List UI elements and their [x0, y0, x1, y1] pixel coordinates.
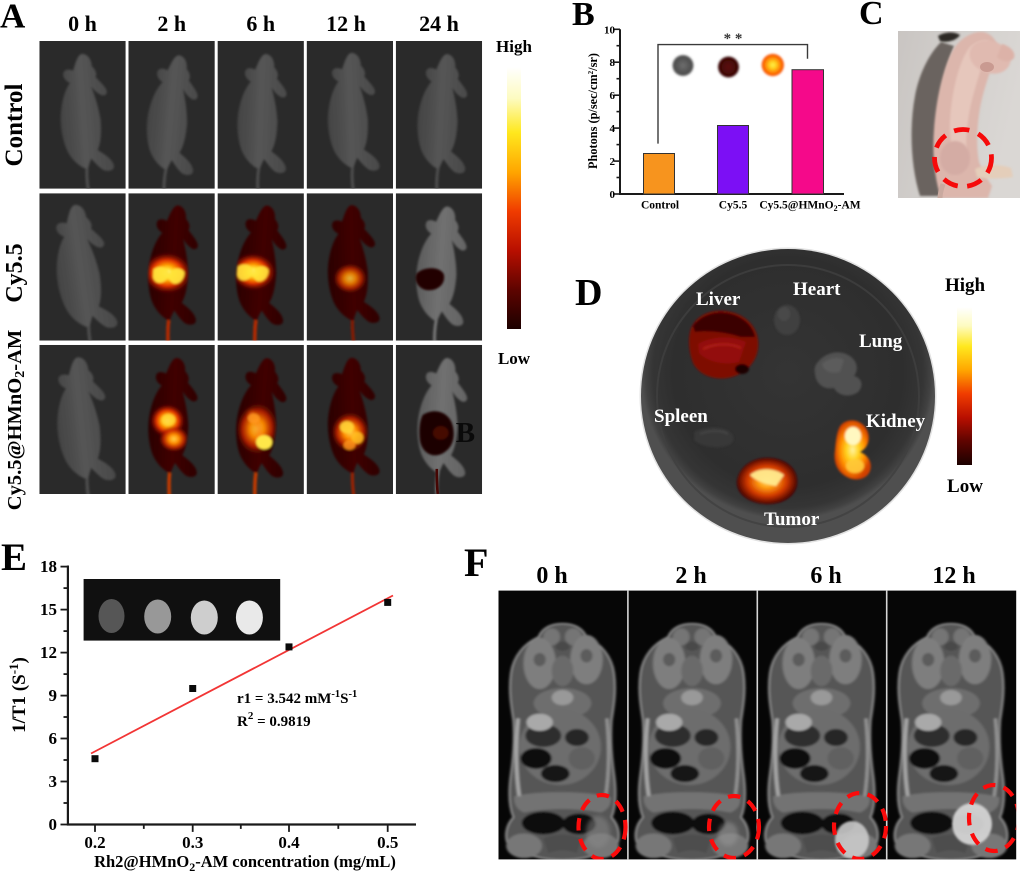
svg-text:A: A: [0, 0, 26, 36]
svg-text:0 h: 0 h: [68, 11, 97, 36]
svg-text:0.4: 0.4: [278, 833, 300, 852]
svg-text:6 h: 6 h: [810, 563, 841, 589]
svg-text:4: 4: [610, 123, 616, 135]
svg-text:Control: Control: [641, 200, 679, 212]
svg-text:18: 18: [40, 557, 57, 576]
svg-text:Liver: Liver: [696, 289, 741, 310]
svg-text:C: C: [859, 0, 884, 32]
svg-text:10: 10: [604, 25, 616, 37]
svg-text:Heart: Heart: [793, 279, 841, 300]
svg-text:24 h: 24 h: [419, 11, 459, 36]
svg-text:0: 0: [610, 189, 616, 201]
svg-text:2 h: 2 h: [157, 11, 186, 36]
svg-text:2: 2: [610, 156, 616, 168]
svg-text:9: 9: [49, 686, 58, 705]
svg-text:6 h: 6 h: [246, 11, 275, 36]
svg-text:0.3: 0.3: [182, 833, 203, 852]
svg-text:Low: Low: [498, 349, 531, 368]
svg-text:8: 8: [610, 57, 616, 69]
svg-text:6: 6: [49, 729, 58, 748]
svg-text:6: 6: [610, 90, 616, 102]
svg-text:High: High: [496, 37, 532, 56]
svg-text:High: High: [945, 275, 986, 296]
svg-text:Cy5.5: Cy5.5: [2, 243, 28, 302]
svg-text:D: D: [575, 272, 602, 314]
svg-text:12 h: 12 h: [932, 563, 975, 589]
svg-text:1/T1 (S-1): 1/T1 (S-1): [6, 657, 30, 733]
svg-text:Cy5.5@HMnO2-AM: Cy5.5@HMnO2-AM: [4, 330, 28, 510]
svg-text:r1 = 3.542 mM-1S-1: r1 = 3.542 mM-1S-1: [237, 689, 357, 707]
svg-text:Kidney: Kidney: [866, 411, 926, 432]
svg-text:Photons (p/sec/cm2/sr): Photons (p/sec/cm2/sr): [586, 53, 600, 169]
svg-text:12: 12: [40, 643, 57, 662]
svg-text:B: B: [572, 0, 595, 33]
svg-text:B: B: [456, 417, 475, 449]
svg-text:12 h: 12 h: [326, 11, 366, 36]
svg-text:Spleen: Spleen: [654, 406, 708, 427]
svg-text:R2 = 0.9819: R2 = 0.9819: [237, 710, 311, 730]
svg-text:Tumor: Tumor: [764, 509, 820, 530]
svg-text:Control: Control: [1, 84, 28, 167]
svg-text:0.2: 0.2: [84, 833, 105, 852]
svg-text:F: F: [464, 540, 488, 585]
svg-text:0 h: 0 h: [536, 563, 567, 589]
svg-text:Lung: Lung: [859, 331, 903, 352]
svg-text:0: 0: [49, 815, 58, 834]
svg-text:15: 15: [40, 600, 57, 619]
svg-text:E: E: [1, 536, 27, 579]
svg-text:3: 3: [49, 772, 58, 791]
svg-text:Cy5.5@HMnO2-AM: Cy5.5@HMnO2-AM: [759, 200, 860, 214]
svg-text:2 h: 2 h: [675, 563, 706, 589]
svg-text:Cy5.5: Cy5.5: [719, 200, 748, 212]
svg-text:Low: Low: [947, 476, 983, 497]
svg-text:Rh2@HMnO2-AM concentration (mg: Rh2@HMnO2-AM concentration (mg/mL): [94, 852, 396, 874]
svg-text:* *: * *: [724, 31, 743, 47]
svg-text:0.5: 0.5: [377, 833, 398, 852]
